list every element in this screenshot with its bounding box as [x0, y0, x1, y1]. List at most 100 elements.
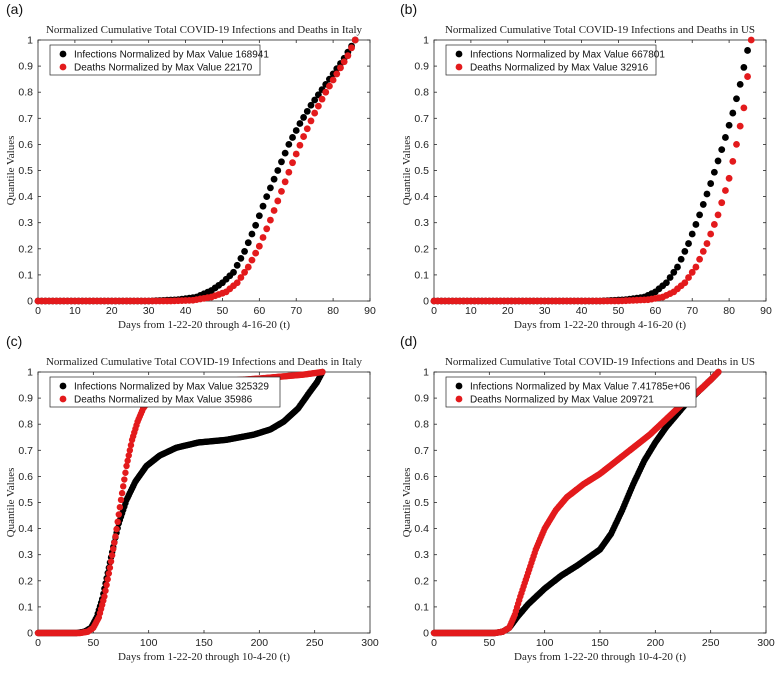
- series-deaths: [430, 368, 722, 637]
- legend-label: Infections Normalized by Max Value 7.417…: [470, 382, 691, 393]
- data-point: [699, 248, 707, 255]
- x-tick-label: 40: [180, 305, 192, 317]
- data-point: [663, 279, 670, 287]
- legend-marker-deaths: [455, 395, 463, 403]
- data-point: [718, 199, 726, 207]
- data-point: [685, 240, 692, 247]
- y-tick-label: 1: [423, 367, 429, 379]
- x-tick-label: 60: [649, 305, 661, 317]
- x-tick-label: 50: [87, 637, 99, 649]
- data-point: [259, 202, 267, 210]
- data-layer: [430, 36, 755, 305]
- data-point: [118, 489, 126, 497]
- x-tick-label: 300: [757, 637, 775, 649]
- y-tick-label: 0.1: [18, 269, 33, 281]
- y-tick-label: 0.8: [18, 87, 33, 99]
- y-tick-label: 0.3: [18, 549, 33, 561]
- x-tick-label: 70: [686, 305, 698, 317]
- chart-panel-1: (b) Normalized Cumulative Total COVID-19 …: [400, 1, 772, 331]
- data-point: [270, 207, 278, 214]
- data-point: [326, 82, 333, 90]
- data-point: [733, 95, 740, 103]
- data-point: [319, 368, 326, 376]
- data-point: [311, 96, 319, 104]
- legend-marker-infections: [455, 382, 463, 390]
- y-tick-label: 0.8: [18, 419, 33, 431]
- y-axis-label: Quantile Values: [5, 136, 17, 206]
- plot-area-frame: [37, 371, 371, 634]
- y-tick-label: 0.4: [414, 523, 429, 535]
- data-point: [106, 564, 114, 571]
- data-point: [255, 242, 263, 250]
- data-point: [233, 279, 241, 287]
- data-point: [101, 593, 108, 600]
- legend-box: [49, 44, 261, 76]
- data-layer: [34, 368, 326, 637]
- data-point: [105, 570, 113, 577]
- data-point: [292, 127, 300, 134]
- y-tick-label: 0.9: [18, 393, 33, 405]
- x-tick-label: 0: [35, 305, 41, 317]
- x-tick-label: 200: [647, 637, 665, 649]
- y-tick-label: 0.2: [414, 243, 429, 255]
- y-tick-label: 0.1: [414, 601, 429, 613]
- legend-box: [445, 376, 697, 408]
- data-point: [233, 261, 241, 269]
- data-point: [329, 76, 337, 84]
- data-point: [692, 221, 700, 228]
- data-point: [710, 168, 718, 176]
- chart-panel-3: (d) Normalized Cumulative Total COVID-19 …: [400, 333, 775, 663]
- data-point: [102, 587, 109, 594]
- x-tick-label: 50: [483, 637, 495, 649]
- y-tick-label: 0.8: [414, 419, 429, 431]
- data-point: [744, 73, 751, 80]
- chart-title: Normalized Cumulative Total COVID-19 Inf…: [445, 356, 755, 368]
- data-point: [278, 187, 285, 195]
- data-point: [696, 255, 703, 263]
- x-tick-label: 300: [361, 637, 379, 649]
- y-tick-label: 0.5: [18, 497, 33, 509]
- data-point: [108, 552, 116, 559]
- data-point: [340, 58, 348, 66]
- plot-area-frame: [37, 39, 371, 302]
- x-tick-label: 30: [539, 305, 551, 317]
- data-point: [703, 240, 711, 247]
- data-point: [285, 168, 293, 176]
- data-point: [248, 230, 256, 238]
- data-point: [714, 157, 722, 165]
- data-point: [311, 109, 319, 117]
- chart-title: Normalized Cumulative Total COVID-19 Inf…: [46, 24, 363, 36]
- x-tick-label: 60: [253, 305, 265, 317]
- data-point: [230, 268, 237, 276]
- y-tick-label: 0.3: [414, 549, 429, 561]
- legend-marker-infections: [59, 50, 67, 58]
- series-infections: [34, 36, 359, 305]
- x-tick-label: 80: [327, 305, 339, 317]
- data-point: [733, 141, 740, 148]
- x-axis-label: Days from 1-22-20 through 10-4-20 (t): [118, 651, 290, 663]
- x-tick-label: 200: [251, 637, 269, 649]
- data-point: [736, 122, 744, 130]
- data-point: [688, 268, 696, 276]
- x-tick-label: 10: [465, 305, 477, 317]
- x-tick-label: 100: [536, 637, 554, 649]
- y-axis-label: Quantile Values: [401, 468, 413, 538]
- data-point: [307, 101, 315, 109]
- x-tick-label: 10: [69, 305, 81, 317]
- data-point: [722, 187, 729, 194]
- x-tick-label: 90: [760, 305, 772, 317]
- data-point: [740, 104, 748, 112]
- series-deaths: [34, 36, 359, 305]
- x-tick-label: 20: [502, 305, 514, 317]
- data-point: [688, 230, 696, 238]
- y-tick-label: 0.4: [414, 191, 429, 203]
- y-tick-label: 0.7: [18, 445, 33, 457]
- y-tick-label: 0.7: [414, 113, 429, 125]
- data-point: [113, 525, 120, 533]
- y-tick-label: 0.2: [18, 575, 33, 587]
- legend-label: Deaths Normalized by Max Value 209721: [470, 395, 654, 406]
- data-point: [677, 255, 685, 263]
- data-point: [715, 368, 722, 376]
- data-point: [244, 263, 252, 271]
- data-point: [736, 80, 744, 88]
